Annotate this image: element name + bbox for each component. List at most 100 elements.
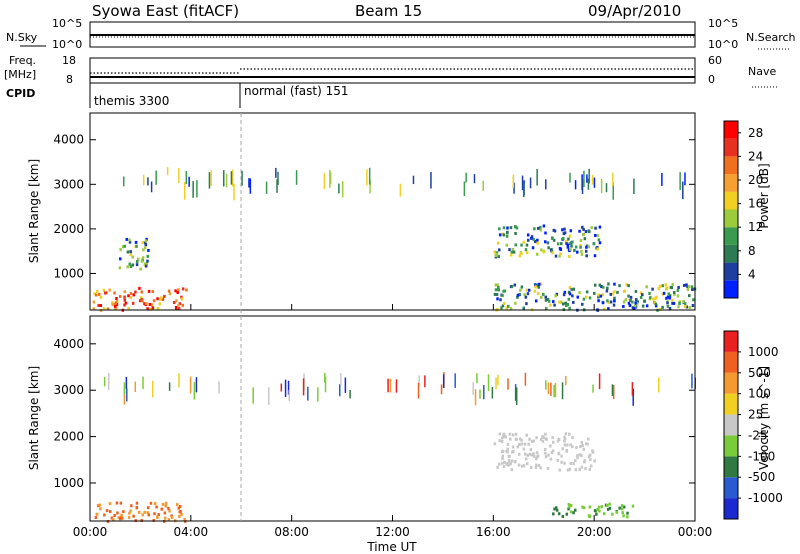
power-cell: [583, 170, 585, 188]
velocity-colorbar-frame: [723, 330, 739, 520]
power-cell: [502, 289, 505, 293]
power-cell: [163, 294, 166, 298]
power-cell: [658, 284, 662, 288]
velocity-cell: [105, 509, 109, 513]
power-cell: [136, 259, 139, 263]
power-cell: [623, 289, 627, 293]
power-cell: [173, 300, 176, 304]
velocity-cell: [569, 461, 573, 465]
velocity-cell: [563, 435, 566, 439]
velocity-cell: [608, 506, 612, 510]
power-cell: [540, 295, 543, 299]
power-cell: [534, 299, 538, 303]
velocity-cell: [535, 457, 538, 461]
power-cell: [568, 286, 572, 290]
power-cell: [527, 288, 531, 292]
power-colorbar-tick-label: 20: [748, 173, 763, 187]
velocity-cell: [109, 510, 112, 514]
power-cell: [513, 182, 515, 194]
power-cell: [493, 292, 497, 296]
velocity-cell: [593, 459, 596, 463]
velocity-cell: [534, 465, 538, 469]
power-cell: [495, 251, 499, 255]
power-cell: [576, 250, 579, 254]
velocity-colorbar-band: [724, 498, 738, 519]
velocity-cell: [505, 462, 508, 466]
velocity-cell: [520, 442, 524, 446]
power-cell: [534, 283, 538, 287]
velocity-cell: [175, 503, 179, 507]
velocity-cell: [515, 437, 518, 441]
cpid-segment-1: themis 3300: [94, 94, 169, 108]
power-cell: [145, 237, 148, 241]
power-cell: [146, 254, 150, 258]
power-cell: [185, 171, 188, 184]
power-cell: [514, 225, 517, 229]
power-cell: [167, 289, 171, 293]
velocity-cell: [514, 384, 517, 401]
velocity-cell: [132, 514, 135, 518]
power-cell: [530, 236, 533, 240]
power-cell: [593, 177, 596, 188]
velocity-cell: [164, 501, 168, 505]
power-colorbar-band: [724, 280, 738, 298]
velocity-cell: [120, 513, 123, 517]
power-cell: [565, 239, 568, 243]
power-cell: [601, 293, 605, 297]
power-cell: [559, 300, 563, 304]
velocity-cell: [510, 459, 514, 463]
power-cell: [514, 301, 517, 305]
power-cell: [132, 293, 135, 297]
velocity-cell: [317, 387, 319, 402]
power-cell: [606, 299, 609, 303]
time-xlabel: Time UT: [366, 540, 417, 554]
power-cell: [122, 176, 125, 187]
velocity-cell: [580, 440, 583, 444]
velocity-cell: [168, 382, 171, 391]
velocity-cell: [596, 507, 599, 511]
power-cell: [463, 181, 466, 197]
power-cell: [514, 231, 517, 235]
velocity-cell: [183, 517, 186, 521]
power-cell: [522, 306, 525, 310]
power-colorbar-tick-label: 4: [748, 267, 756, 281]
velocity-colorbar-band: [724, 393, 738, 415]
power-cell: [144, 239, 148, 243]
velocity-cell: [509, 461, 512, 465]
power-colorbar-tick-label: 12: [748, 220, 763, 234]
velocity-cell: [547, 453, 550, 457]
power-cell: [629, 295, 633, 299]
power-cell: [612, 303, 616, 307]
power-cell: [127, 306, 130, 310]
velocity-cell: [532, 439, 535, 443]
power-cell: [128, 240, 132, 244]
power-cell: [654, 304, 658, 308]
power-cell: [506, 226, 509, 230]
freq-tick-top: 18: [62, 54, 76, 67]
velocity-cell: [127, 515, 131, 519]
power-cell: [634, 301, 637, 305]
time-tick-label: 00:00: [73, 525, 108, 539]
power-cell: [277, 171, 279, 185]
velocity-cell: [503, 460, 506, 464]
power-cell: [276, 179, 278, 193]
velocity-cell: [593, 509, 597, 513]
velocity-cell: [163, 516, 167, 520]
velocity-cell: [472, 382, 474, 395]
power-cell: [99, 304, 103, 308]
velocity-cell: [501, 461, 504, 465]
velocity-colorbar-label: Velocity [m s^-1]: [757, 366, 771, 470]
velocity-cell: [504, 435, 508, 439]
velocity-cell: [587, 514, 591, 518]
velocity-cell: [288, 390, 291, 402]
velocity-cell: [344, 377, 347, 393]
power-cell: [599, 294, 603, 298]
velocity-cell: [491, 387, 494, 399]
nsky-label: N.Sky: [6, 31, 38, 44]
power-cell: [494, 288, 498, 292]
velocity-cell: [572, 511, 575, 515]
power-cell: [158, 302, 162, 306]
power-cell: [275, 167, 277, 178]
power-cell: [627, 284, 630, 288]
velocity-cell: [626, 511, 629, 515]
